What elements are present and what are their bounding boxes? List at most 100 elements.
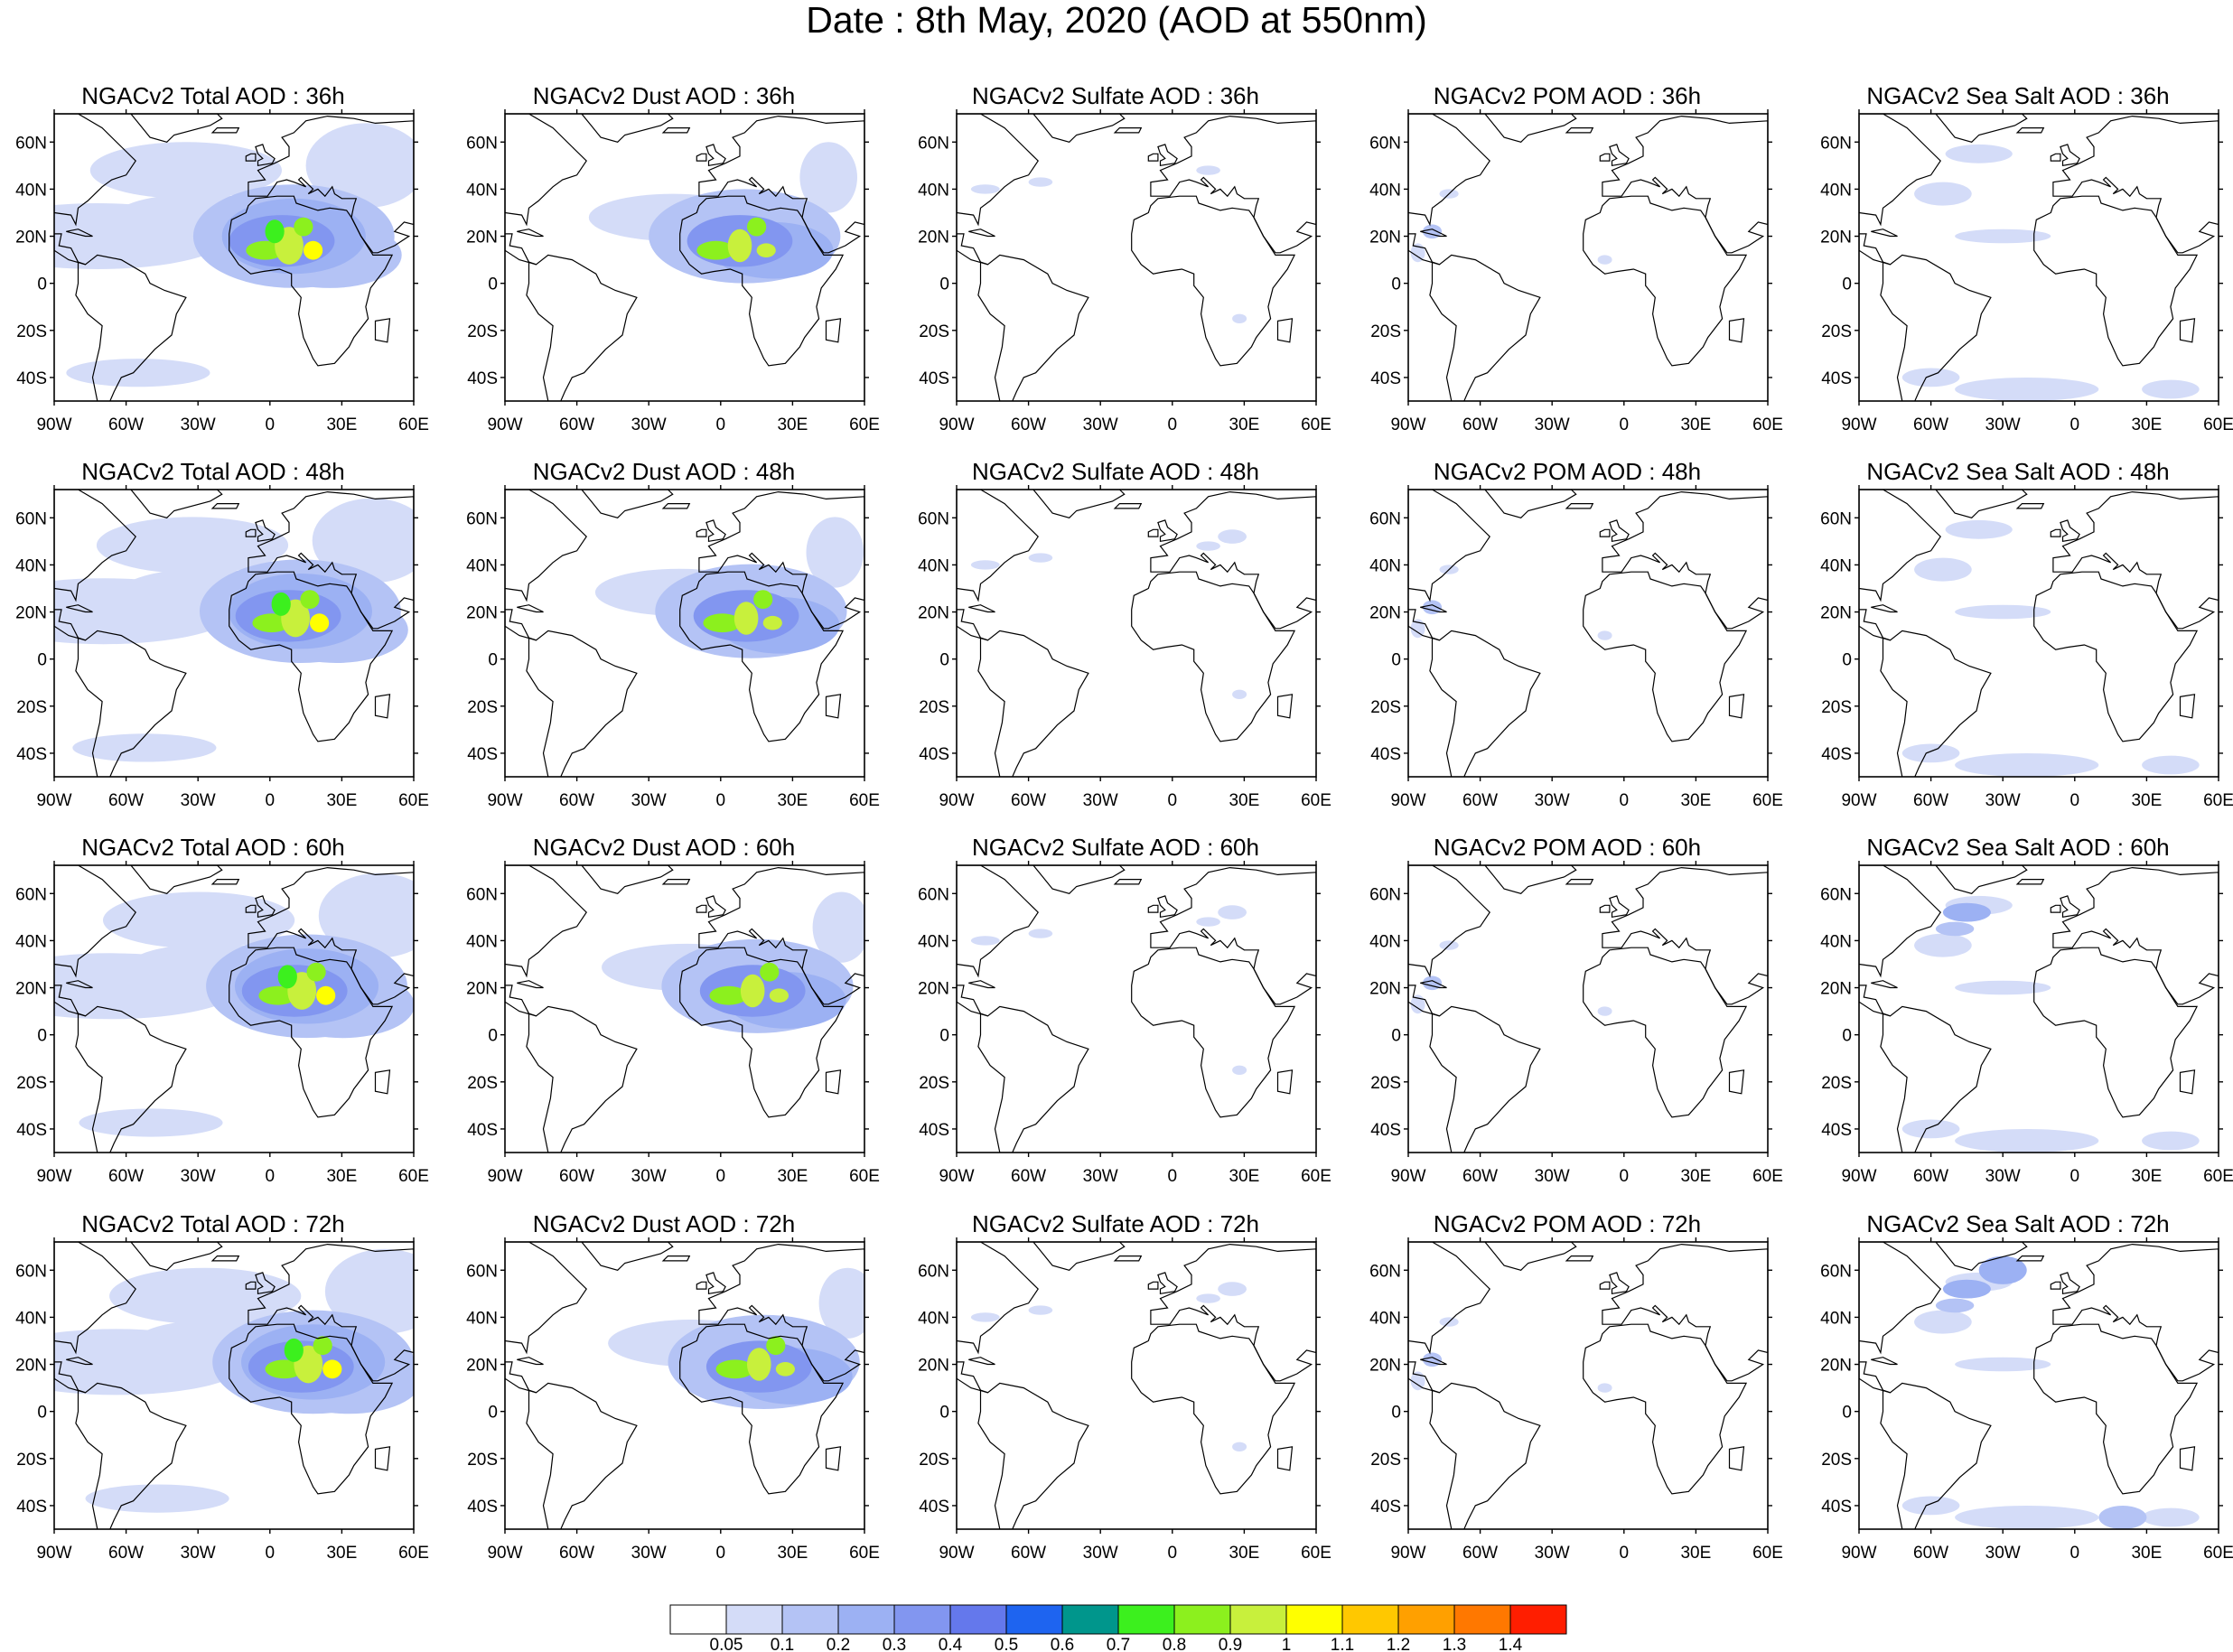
- coastline-northAmerica: [957, 490, 1039, 602]
- coastline-ireland: [1147, 904, 1159, 913]
- coastline-britain: [255, 144, 276, 167]
- lon-tick-label: 30W: [1535, 791, 1570, 810]
- lat-tick-label: 40S: [1370, 1121, 1401, 1140]
- colorbar-swatch: [669, 1604, 727, 1635]
- coastline-centralAmerica: [1859, 609, 1891, 641]
- aod-blob: [1232, 689, 1247, 699]
- lon-tick-label: 0: [266, 1544, 276, 1563]
- lat-tick-label: 60N: [1369, 885, 1401, 904]
- lon-tick-label: 60E: [1301, 415, 1331, 434]
- lat-tick-label: 0: [488, 651, 498, 670]
- lat-tick-label: 40N: [1369, 181, 1401, 200]
- lon-tick-label: 90W: [939, 1544, 974, 1563]
- aod-blob: [258, 985, 297, 1005]
- coastline-iceland: [1113, 879, 1143, 885]
- lon-tick-label: 60E: [1752, 791, 1783, 810]
- aod-blob: [1955, 980, 2051, 995]
- coastline-centralAmerica: [1408, 1361, 1440, 1394]
- aod-blob: [1942, 1279, 1991, 1299]
- coastline-africa: [1583, 1323, 1748, 1495]
- coastline-greenland: [1032, 865, 1126, 894]
- lat-tick-label: 20N: [918, 604, 949, 623]
- map-frame: [1407, 113, 1769, 402]
- lon-tick-label: 60W: [1913, 1544, 1948, 1563]
- coastline-ireland: [1599, 528, 1611, 537]
- aod-field: [54, 490, 414, 777]
- lat-tick-label: 0: [1842, 651, 1852, 670]
- coastline-northAmerica: [957, 1242, 1039, 1355]
- coastline-centralAmerica: [1859, 1361, 1891, 1394]
- lon-tick-label: 60E: [849, 791, 880, 810]
- coastline-iceland: [2015, 1255, 2045, 1262]
- map-panel: NGACv2 Total AOD : 72h 60N 40N 20N 0 20S 40S 90…: [14, 1208, 439, 1583]
- coastline-britain: [1609, 519, 1630, 543]
- lon-tick-label: 0: [2070, 1167, 2080, 1186]
- lat-tick-label: 20S: [467, 1074, 498, 1093]
- lon-tick-label: 90W: [939, 1167, 974, 1186]
- aod-blob: [715, 1359, 754, 1379]
- coastline-northAmerica: [505, 114, 587, 227]
- lat-tick-label: 20S: [16, 322, 47, 341]
- aod-blob: [305, 123, 414, 209]
- lat-tick-label: 0: [1391, 1404, 1401, 1423]
- aod-blob: [1945, 144, 2013, 163]
- coastline-africa: [1583, 947, 1748, 1118]
- lon-tick-label: 30W: [1985, 791, 2021, 810]
- colorbar-swatch: [725, 1604, 783, 1635]
- coastlines: [1859, 114, 2219, 401]
- aod-blob: [1028, 1305, 1053, 1315]
- lon-tick-label: 90W: [1390, 415, 1425, 434]
- aod-blob: [1955, 1506, 2099, 1529]
- coastline-cuba: [1420, 604, 1447, 613]
- lon-tick-label: 60E: [1752, 415, 1783, 434]
- lat-tick-label: 0: [1391, 651, 1401, 670]
- lon-tick-label: 60E: [398, 1544, 429, 1563]
- lon-tick-label: 60W: [1462, 791, 1498, 810]
- coastline-britain: [705, 144, 726, 167]
- map-frame: [53, 113, 415, 402]
- coastline-madagascar: [1728, 1069, 1745, 1095]
- lat-tick-label: 20S: [1821, 698, 1852, 717]
- coastline-eurasia: [698, 115, 864, 254]
- aod-blob: [318, 873, 414, 958]
- lat-tick-label: 20S: [1821, 1074, 1852, 1093]
- coastline-madagascar: [825, 1446, 842, 1471]
- coastline-greenland: [130, 1242, 223, 1271]
- colorbar-label: 0.3: [883, 1636, 906, 1652]
- map-panel: NGACv2 Dust AOD : 72h 60N 40N 20N 0 20S 40S 90W…: [465, 1208, 890, 1583]
- coastline-madagascar: [374, 1069, 391, 1095]
- coastline-cuba: [517, 604, 544, 613]
- coastlines: [54, 490, 414, 777]
- lat-tick-label: 0: [37, 1404, 47, 1423]
- coastline-eurasia: [1150, 490, 1316, 630]
- lat-tick-label: 40N: [1820, 556, 1852, 575]
- coastline-africa: [229, 1323, 394, 1495]
- map-panel: NGACv2 Total AOD : 36h 60N 40N 20N 0 20S 40S 90…: [14, 79, 439, 455]
- lat-tick-label: 20N: [1369, 1357, 1401, 1376]
- lat-tick-label: 60N: [15, 134, 47, 153]
- map-frame: [956, 489, 1317, 778]
- aod-blob: [79, 1108, 223, 1137]
- map-frame: [53, 864, 415, 1153]
- colorbar-swatch: [1005, 1604, 1063, 1635]
- coastline-greenland: [1484, 490, 1577, 518]
- map-panel: NGACv2 POM AOD : 72h 60N 40N 20N 0 20S 40S 90W 6…: [1369, 1208, 1793, 1583]
- panel-title: NGACv2 Sulfate AOD : 60h: [972, 834, 1259, 861]
- coastline-greenland: [581, 865, 674, 894]
- coastline-ireland: [245, 1281, 257, 1290]
- lat-tick-label: 20N: [1820, 229, 1852, 247]
- lat-tick-label: 40S: [16, 1121, 47, 1140]
- coastline-cuba: [1420, 229, 1447, 238]
- lat-tick-label: 40S: [1821, 1121, 1852, 1140]
- lon-tick-label: 60W: [1462, 1544, 1498, 1563]
- coastline-centralAmerica: [957, 233, 988, 266]
- colorbar-label: 0.4: [939, 1636, 963, 1652]
- lat-tick-label: 40S: [467, 745, 498, 764]
- aod-blob: [310, 613, 330, 633]
- coastline-madagascar: [2179, 694, 2196, 719]
- coastline-africa: [2033, 947, 2199, 1118]
- map-frame: [53, 489, 415, 778]
- lat-tick-label: 40N: [15, 556, 47, 575]
- lon-tick-label: 30W: [1083, 1167, 1118, 1186]
- lat-tick-label: 40S: [467, 369, 498, 388]
